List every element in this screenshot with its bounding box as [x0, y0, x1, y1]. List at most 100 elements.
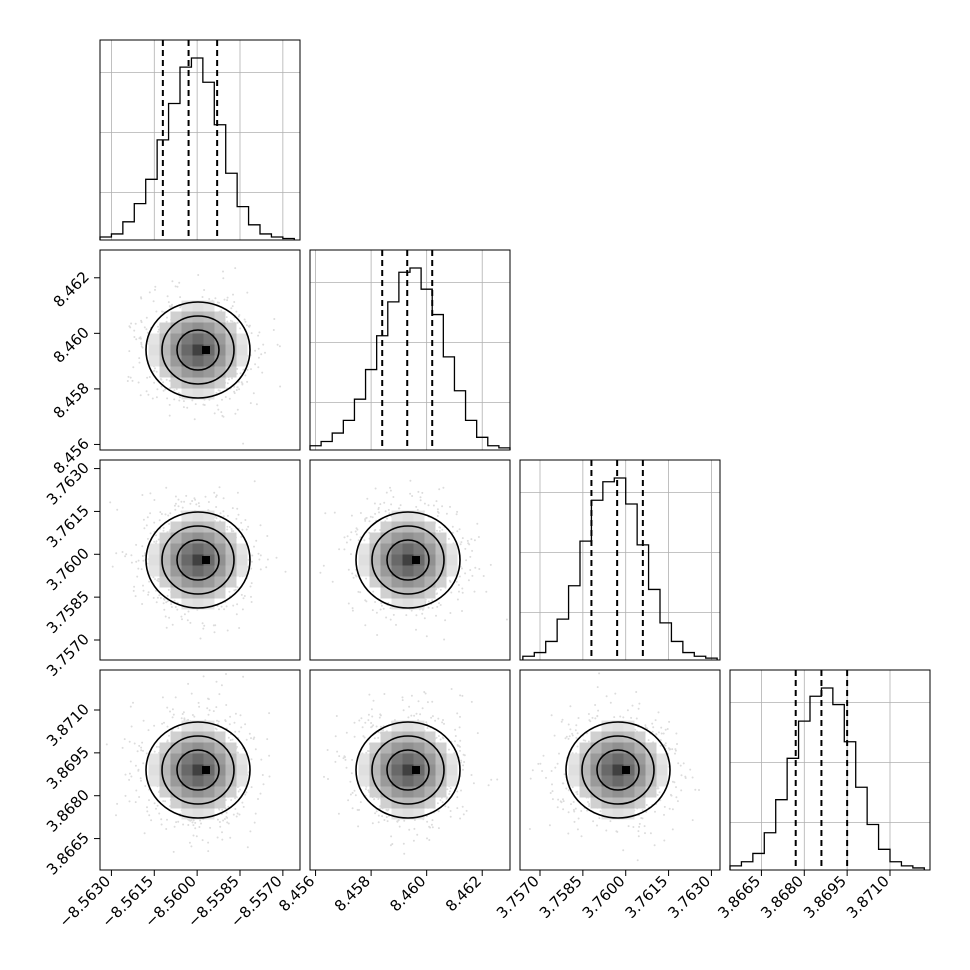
scatter-panel	[309, 459, 511, 661]
density-cell	[159, 543, 171, 555]
density-cell	[645, 742, 657, 754]
density-cell	[380, 565, 392, 577]
x-tick-label: 3.7600	[579, 872, 629, 922]
contour-line	[176, 329, 220, 371]
density-cell	[148, 565, 160, 577]
density-cell	[159, 366, 171, 378]
density-cell	[402, 554, 414, 566]
density-cell	[203, 388, 215, 400]
density-cell	[568, 753, 580, 765]
density-cell	[590, 797, 602, 809]
density-cell	[391, 720, 403, 732]
density-cell	[181, 510, 193, 522]
density-cell	[170, 576, 182, 588]
density-cell	[634, 764, 646, 776]
density-cell	[192, 598, 204, 610]
density-cell	[181, 598, 193, 610]
density-cell	[214, 355, 226, 367]
density-cell	[435, 554, 447, 566]
density-cell	[579, 764, 591, 776]
density-cell	[203, 598, 215, 610]
density-cell	[170, 322, 182, 334]
density-cell	[424, 576, 436, 588]
density-cell	[181, 720, 193, 732]
density-cell	[391, 598, 403, 610]
density-cell	[435, 742, 447, 754]
density-cell	[413, 598, 425, 610]
density-cell	[236, 775, 248, 787]
density-cell	[192, 576, 204, 588]
density-cell	[170, 355, 182, 367]
density-cell	[424, 797, 436, 809]
density-cell	[170, 554, 182, 566]
density-cell	[424, 786, 436, 798]
density-cell	[402, 742, 414, 754]
density-cell	[225, 742, 237, 754]
density-cell	[203, 510, 215, 522]
density-cell	[612, 720, 624, 732]
density-cell	[192, 543, 204, 555]
density-cell	[203, 576, 215, 588]
density-cell	[225, 344, 237, 356]
density-cell	[435, 775, 447, 787]
density-cell	[380, 786, 392, 798]
contour-line	[371, 525, 445, 595]
density-cell	[170, 753, 182, 765]
density-cell	[413, 510, 425, 522]
density-peak	[622, 766, 630, 774]
density-cell	[203, 753, 215, 765]
density-cell	[214, 532, 226, 544]
density-cell	[225, 786, 237, 798]
scatter-panel	[519, 669, 721, 871]
contour-line	[145, 301, 251, 399]
density-cell	[612, 742, 624, 754]
panel-frame	[309, 669, 511, 871]
density-cell	[214, 742, 226, 754]
density-cell	[148, 775, 160, 787]
contour-line	[176, 749, 220, 791]
density-cell	[214, 554, 226, 566]
density-cell	[590, 786, 602, 798]
hist-step	[99, 57, 295, 240]
density-cell	[424, 587, 436, 599]
density-peak	[202, 346, 210, 354]
density-cell	[236, 764, 248, 776]
density-cell	[225, 753, 237, 765]
x-tick-label: 3.7615	[622, 872, 672, 922]
panel-frame	[309, 249, 511, 451]
x-tick-label: 8.460	[386, 872, 429, 915]
density-cell	[148, 344, 160, 356]
density-cell	[424, 775, 436, 787]
density-cell	[568, 775, 580, 787]
density-cell	[568, 764, 580, 776]
density-cell	[203, 543, 215, 555]
density-cell	[159, 764, 171, 776]
density-cell	[601, 808, 613, 820]
density-cell	[402, 587, 414, 599]
density-cell	[402, 731, 414, 743]
density-cell	[170, 775, 182, 787]
hist-panel	[309, 249, 511, 451]
density-cell	[225, 333, 237, 345]
density-cell	[225, 366, 237, 378]
density-cell	[148, 355, 160, 367]
density-cell	[170, 786, 182, 798]
density-cell	[181, 753, 193, 765]
density-cell	[424, 764, 436, 776]
density-cell	[214, 322, 226, 334]
density-cell	[236, 333, 248, 345]
density-cell	[214, 731, 226, 743]
scatter-panel	[309, 669, 511, 871]
density-cell	[192, 355, 204, 367]
density-cell	[369, 532, 381, 544]
density-cell	[181, 775, 193, 787]
y-tick-label: 8.458	[50, 379, 93, 422]
y-tick-label: 3.7600	[43, 544, 93, 594]
density-cell	[192, 333, 204, 345]
density-cell	[612, 808, 624, 820]
density-cell	[402, 797, 414, 809]
density-cell	[369, 764, 381, 776]
density-cell	[623, 742, 635, 754]
y-tick-label: 8.460	[50, 323, 93, 366]
y-tick-label: 3.8665	[43, 829, 93, 879]
